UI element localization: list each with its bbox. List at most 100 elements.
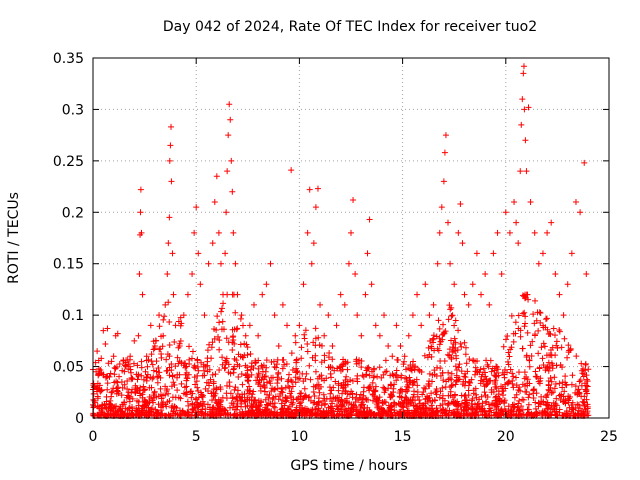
data-point <box>564 354 571 361</box>
data-point <box>354 312 361 319</box>
data-point <box>204 347 211 354</box>
data-point <box>121 381 128 388</box>
data-point <box>316 342 323 349</box>
data-point <box>148 358 155 365</box>
data-point <box>534 309 541 316</box>
data-point <box>471 371 478 378</box>
data-point <box>195 367 202 374</box>
data-point <box>445 369 452 376</box>
data-point <box>268 388 275 395</box>
data-point <box>414 291 421 298</box>
data-point <box>518 121 525 128</box>
data-point <box>561 410 568 417</box>
data-point <box>465 387 472 394</box>
data-point <box>480 365 487 372</box>
data-point <box>292 379 299 386</box>
data-point <box>439 384 446 391</box>
data-point <box>129 411 136 418</box>
data-point <box>473 405 480 412</box>
data-point <box>526 356 533 363</box>
data-point <box>201 312 208 319</box>
data-point <box>278 375 285 382</box>
data-point <box>292 332 299 339</box>
data-point <box>186 343 193 350</box>
data-point <box>97 387 104 394</box>
data-point <box>227 390 234 397</box>
data-point <box>296 322 303 329</box>
data-point <box>189 348 196 355</box>
data-point <box>244 371 251 378</box>
data-point <box>447 388 454 395</box>
data-point <box>317 383 324 390</box>
data-point <box>543 394 550 401</box>
data-point <box>244 344 251 351</box>
data-point <box>410 358 417 365</box>
data-point <box>517 388 524 395</box>
data-point <box>523 354 530 361</box>
data-point <box>500 343 507 350</box>
data-point <box>288 409 295 416</box>
data-point <box>352 271 359 277</box>
data-point <box>209 371 216 378</box>
data-point <box>524 329 531 336</box>
data-point <box>274 376 281 383</box>
data-point <box>325 312 332 319</box>
data-point <box>333 322 340 329</box>
data-point <box>550 325 557 332</box>
data-point <box>134 362 141 369</box>
data-point <box>553 362 560 369</box>
data-point <box>311 392 318 399</box>
data-point <box>393 367 400 374</box>
data-point <box>340 356 347 363</box>
data-point <box>210 380 217 387</box>
data-point <box>335 397 342 404</box>
data-point <box>102 340 109 347</box>
data-point <box>564 281 571 288</box>
data-point <box>279 301 286 308</box>
data-point <box>157 385 164 392</box>
data-point <box>405 332 412 339</box>
data-point <box>240 354 247 361</box>
data-point <box>545 359 552 366</box>
data-point <box>198 409 205 416</box>
data-point <box>461 339 468 346</box>
data-point <box>241 412 248 419</box>
data-point <box>329 409 336 416</box>
data-point <box>303 405 310 412</box>
data-point <box>544 229 551 236</box>
data-point <box>429 378 436 385</box>
data-point <box>294 368 301 375</box>
data-point <box>312 368 319 375</box>
data-point <box>457 201 464 208</box>
data-point <box>297 402 304 409</box>
data-point <box>273 364 280 371</box>
data-point <box>545 367 552 374</box>
data-point <box>247 387 254 394</box>
data-point <box>520 70 527 77</box>
data-point <box>289 366 296 373</box>
data-point <box>202 385 209 392</box>
data-point <box>422 410 429 417</box>
data-point <box>244 364 251 371</box>
data-point <box>175 360 182 367</box>
data-point <box>447 306 454 313</box>
data-point <box>424 354 431 361</box>
data-point <box>346 391 353 398</box>
data-point <box>306 362 313 369</box>
data-point <box>329 356 336 363</box>
data-point <box>477 408 484 415</box>
data-point <box>577 209 584 216</box>
data-point <box>501 374 508 381</box>
data-point <box>114 330 121 337</box>
data-point <box>295 376 302 383</box>
data-point <box>209 339 216 346</box>
data-point <box>236 363 243 370</box>
data-point <box>246 322 253 329</box>
data-point <box>498 271 505 277</box>
data-point <box>581 159 588 166</box>
data-point <box>339 398 346 405</box>
data-point <box>274 380 281 387</box>
data-point <box>339 363 346 370</box>
data-point <box>532 297 539 304</box>
data-point <box>552 381 559 388</box>
